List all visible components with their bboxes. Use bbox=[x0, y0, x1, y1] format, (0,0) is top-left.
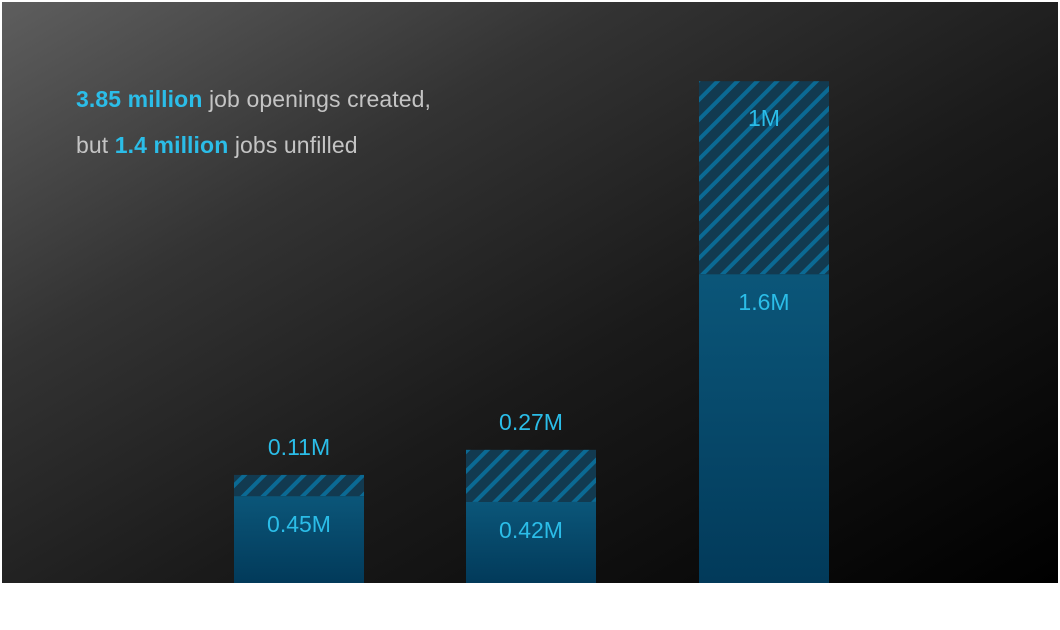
stacked-bar-chart: 0.45M 0.11M 0.42M 0.27M 1.6M 1M bbox=[234, 81, 829, 583]
headline-highlight-unfilled: 1.4 million bbox=[114, 132, 229, 158]
chart-panel: 3.85 million job openings created, but 1… bbox=[2, 2, 1058, 583]
data-label-filled-2: 0.42M bbox=[499, 517, 563, 543]
data-label-filled-3: 1.6M bbox=[738, 289, 789, 315]
headline-highlight-openings: 3.85 million bbox=[76, 86, 203, 112]
headline-text-unfilled: jobs unfilled bbox=[228, 132, 358, 158]
bar-filled-3 bbox=[699, 274, 829, 583]
data-label-filled-1: 0.45M bbox=[267, 511, 331, 537]
headline-text-openings: job openings created, bbox=[202, 86, 431, 112]
data-label-unfilled-3: 1M bbox=[748, 105, 780, 131]
bar-unfilled-1 bbox=[234, 474, 364, 497]
bar-unfilled-3 bbox=[699, 81, 829, 275]
headline-line-2: but 1.4 million jobs unfilled bbox=[76, 132, 358, 159]
bar-filled-1 bbox=[234, 496, 364, 583]
headline-line-1: 3.85 million job openings created, bbox=[76, 86, 431, 113]
bar-filled-2 bbox=[466, 501, 596, 583]
data-label-unfilled-1: 0.11M bbox=[268, 434, 330, 460]
data-label-unfilled-2: 0.27M bbox=[499, 409, 563, 435]
headline-text-prefix: but bbox=[76, 132, 115, 158]
bar-unfilled-2 bbox=[466, 449, 596, 502]
